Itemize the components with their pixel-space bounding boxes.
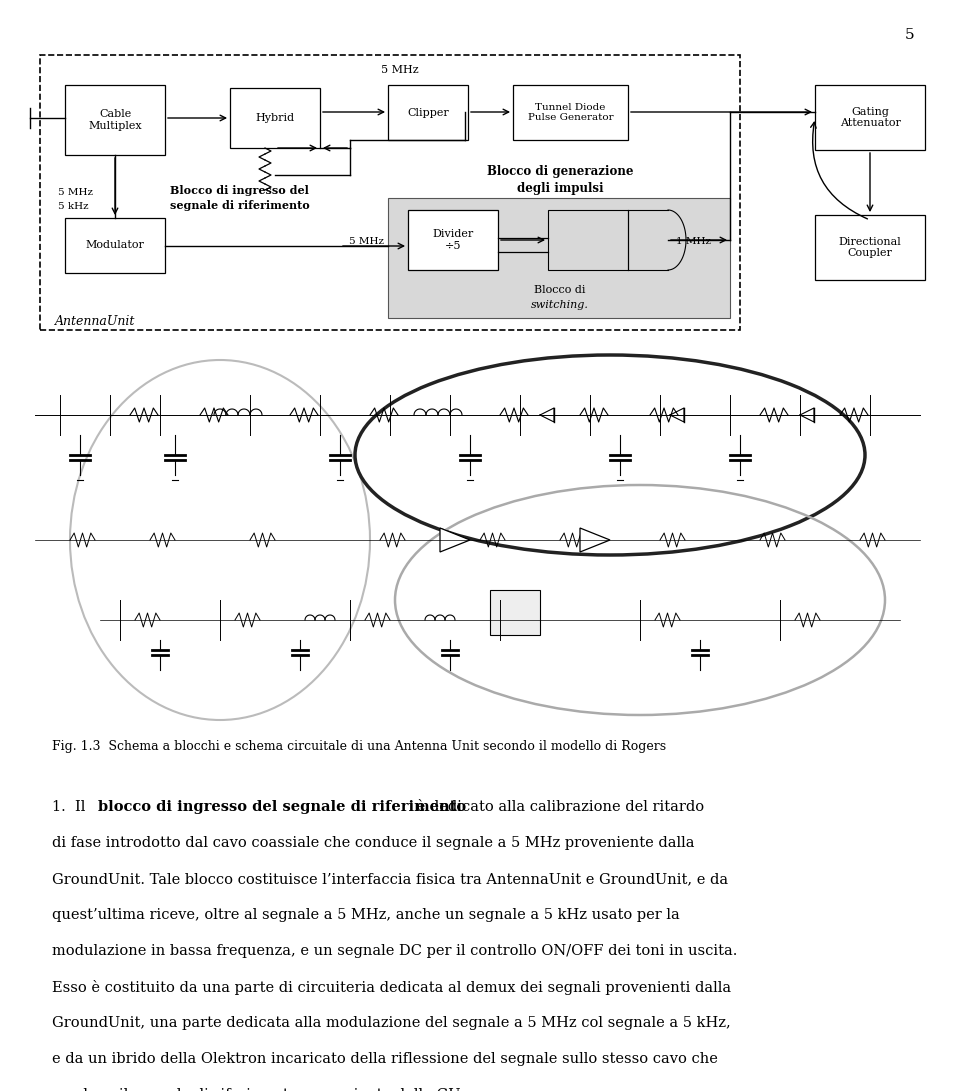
Bar <box>490 590 540 635</box>
Text: Divider
÷5: Divider ÷5 <box>432 229 473 251</box>
Text: 1 MHz: 1 MHz <box>676 238 711 247</box>
Text: degli impulsi: degli impulsi <box>516 182 603 195</box>
Bar <box>513 85 628 140</box>
Text: Directional
Coupler: Directional Coupler <box>839 237 901 259</box>
Text: blocco di ingresso del segnale di riferimento: blocco di ingresso del segnale di riferi… <box>98 800 466 814</box>
Text: Blocco di ingresso del: Blocco di ingresso del <box>170 185 309 196</box>
Text: 1.  Il: 1. Il <box>52 800 90 814</box>
Text: segnale di riferimento: segnale di riferimento <box>170 200 310 211</box>
Text: modulazione in bassa frequenza, e un segnale DC per il controllo ON/OFF dei toni: modulazione in bassa frequenza, e un seg… <box>52 944 737 958</box>
Text: conduce il segnale di riferimento proveniente dalla GU.: conduce il segnale di riferimento proven… <box>52 1088 464 1091</box>
Bar <box>388 197 730 317</box>
Bar <box>548 209 628 269</box>
Text: Esso è costituito da una parte di circuiteria dedicata al demux dei segnali prov: Esso è costituito da una parte di circui… <box>52 980 732 995</box>
Bar <box>40 55 740 329</box>
Bar <box>408 209 498 269</box>
Text: quest’ultima riceve, oltre al segnale a 5 MHz, anche un segnale a 5 kHz usato pe: quest’ultima riceve, oltre al segnale a … <box>52 908 680 922</box>
Text: 5 MHz: 5 MHz <box>58 188 93 197</box>
Polygon shape <box>580 528 610 552</box>
Polygon shape <box>440 528 470 552</box>
Text: Hybrid: Hybrid <box>255 113 295 123</box>
Bar <box>388 85 468 140</box>
Text: Clipper: Clipper <box>407 108 449 118</box>
Text: Tunnel Diode
Pulse Generator: Tunnel Diode Pulse Generator <box>528 103 613 122</box>
Text: di fase introdotto dal cavo coassiale che conduce il segnale a 5 MHz proveniente: di fase introdotto dal cavo coassiale ch… <box>52 836 694 850</box>
Bar <box>815 85 925 149</box>
Text: Fig. 1.3  Schema a blocchi e schema circuitale di una Antenna Unit secondo il mo: Fig. 1.3 Schema a blocchi e schema circu… <box>52 740 666 753</box>
Text: Gating
Attenuator: Gating Attenuator <box>840 107 900 129</box>
Text: 5 kHz: 5 kHz <box>58 202 88 211</box>
Text: Cable
Multiplex: Cable Multiplex <box>88 109 142 131</box>
Text: AntennaUnit: AntennaUnit <box>55 315 135 328</box>
Bar <box>815 215 925 280</box>
Text: GroundUnit, una parte dedicata alla modulazione del segnale a 5 MHz col segnale : GroundUnit, una parte dedicata alla modu… <box>52 1016 731 1030</box>
Text: 5: 5 <box>905 28 915 41</box>
Text: switching.: switching. <box>531 300 588 310</box>
Bar <box>65 85 165 155</box>
Text: è dedicato alla calibrazione del ritardo: è dedicato alla calibrazione del ritardo <box>413 800 705 814</box>
Bar <box>65 218 165 273</box>
Text: Modulator: Modulator <box>85 240 144 251</box>
Bar <box>30 345 930 730</box>
Text: 5 MHz: 5 MHz <box>381 65 419 75</box>
Text: e da un ibrido della Olektron incaricato della riflessione del segnale sullo ste: e da un ibrido della Olektron incaricato… <box>52 1052 718 1066</box>
Text: Blocco di generazione: Blocco di generazione <box>487 165 634 178</box>
Text: Blocco di: Blocco di <box>535 285 586 295</box>
Text: 5 MHz: 5 MHz <box>349 238 384 247</box>
Bar <box>230 88 320 148</box>
Text: GroundUnit. Tale blocco costituisce l’interfaccia fisica tra AntennaUnit e Groun: GroundUnit. Tale blocco costituisce l’in… <box>52 872 728 886</box>
